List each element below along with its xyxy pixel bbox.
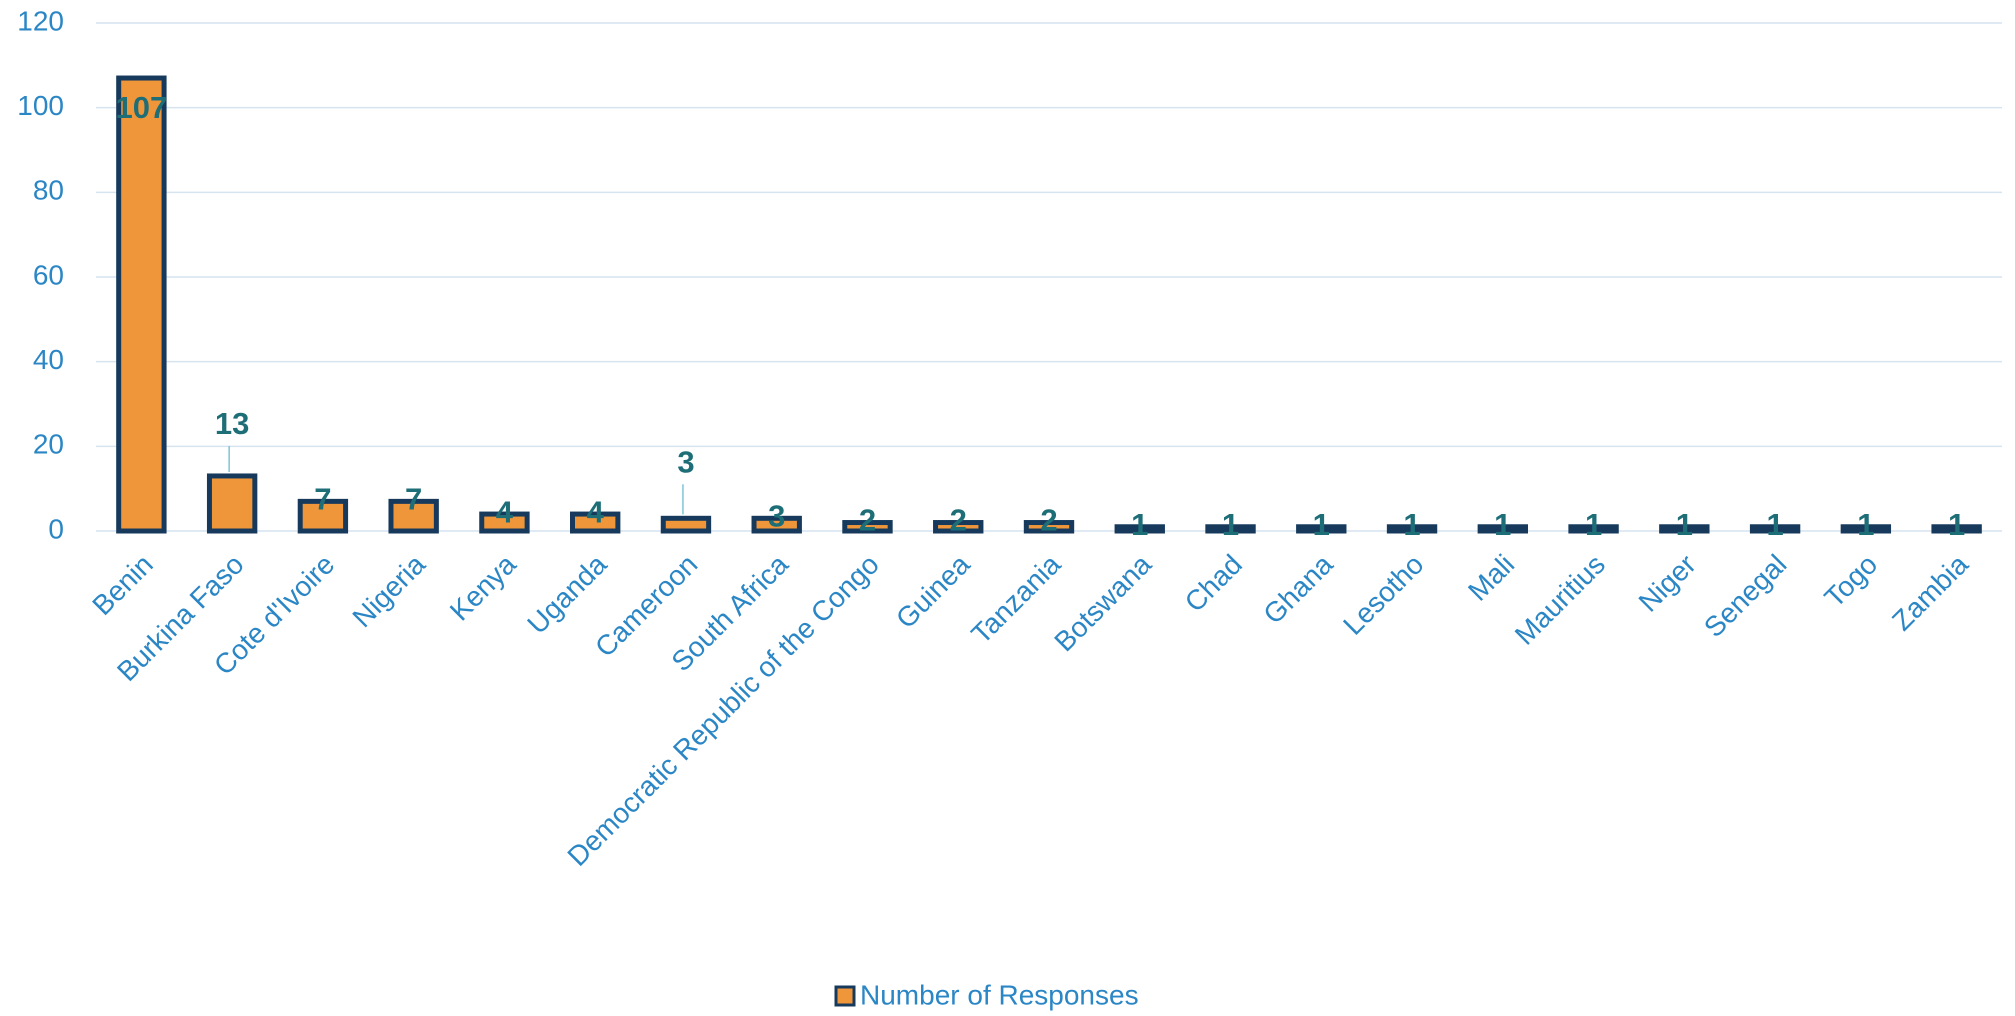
data-label: 107 xyxy=(116,90,168,125)
x-tick-label: Botswana xyxy=(1048,548,1157,657)
bar xyxy=(1023,520,1075,534)
x-tick-label: Benin xyxy=(86,549,159,622)
bar xyxy=(1568,524,1619,534)
data-label: 1 xyxy=(1766,507,1783,542)
data-label: 13 xyxy=(215,406,249,441)
data-label: 1 xyxy=(1403,507,1420,542)
bar xyxy=(933,520,984,534)
x-tick-label: Mauritius xyxy=(1509,549,1611,651)
bar xyxy=(1659,524,1710,534)
data-label: 2 xyxy=(859,503,876,538)
bar xyxy=(1749,524,1801,534)
bar xyxy=(751,515,802,534)
bar xyxy=(842,520,893,534)
data-label: 3 xyxy=(677,444,694,479)
x-tick-label: Kenya xyxy=(444,548,522,626)
bar xyxy=(479,511,530,534)
x-tick-label: Lesotho xyxy=(1337,549,1429,641)
bar xyxy=(570,511,621,534)
data-label: 1 xyxy=(1494,507,1511,542)
data-label: 1 xyxy=(1222,507,1239,542)
y-tick-label: 40 xyxy=(33,344,64,375)
data-label: 1 xyxy=(1313,507,1330,542)
y-tick-label: 100 xyxy=(17,90,64,121)
data-label: 2 xyxy=(1040,503,1057,538)
data-label: 1 xyxy=(1585,507,1602,542)
data-label: 7 xyxy=(314,482,331,517)
bar xyxy=(660,515,712,534)
y-tick-label: 120 xyxy=(17,5,64,36)
bar xyxy=(388,498,439,534)
bar xyxy=(1296,524,1347,534)
y-tick-label: 0 xyxy=(48,513,64,544)
x-tick-label: Mali xyxy=(1462,549,1520,607)
data-label: 3 xyxy=(768,498,785,533)
legend-label: Number of Responses xyxy=(860,979,1139,1010)
x-tick-label: Togo xyxy=(1818,549,1883,614)
y-tick-label: 20 xyxy=(33,429,64,460)
x-tick-label: Guinea xyxy=(890,548,976,634)
legend-swatch xyxy=(834,985,856,1007)
y-tick-label: 80 xyxy=(33,175,64,206)
data-label: 4 xyxy=(496,494,514,529)
bar xyxy=(1114,524,1165,534)
bar xyxy=(1477,524,1528,534)
data-label: 1 xyxy=(1857,507,1874,542)
bar xyxy=(297,498,349,534)
x-tick-label: Nigeria xyxy=(346,548,431,633)
bar xyxy=(206,473,258,534)
x-tick-label: Zambia xyxy=(1886,548,1974,636)
bar xyxy=(1840,524,1892,534)
x-tick-label: Uganda xyxy=(521,548,613,640)
y-tick-label: 60 xyxy=(33,259,64,290)
x-tick-label: Ghana xyxy=(1257,548,1339,630)
x-tick-label: Niger xyxy=(1633,549,1702,618)
x-tick-label: Senegal xyxy=(1698,549,1793,644)
bar xyxy=(116,75,167,534)
bar xyxy=(1205,524,1256,534)
data-label: 4 xyxy=(587,494,605,529)
data-label: 1 xyxy=(1948,507,1965,542)
data-label: 7 xyxy=(405,482,422,517)
data-label: 2 xyxy=(950,503,967,538)
data-label: 1 xyxy=(1676,507,1693,542)
bar xyxy=(1931,524,1982,534)
data-label: 1 xyxy=(1131,507,1148,542)
x-tick-label: Chad xyxy=(1179,549,1248,618)
bar xyxy=(1386,524,1438,534)
